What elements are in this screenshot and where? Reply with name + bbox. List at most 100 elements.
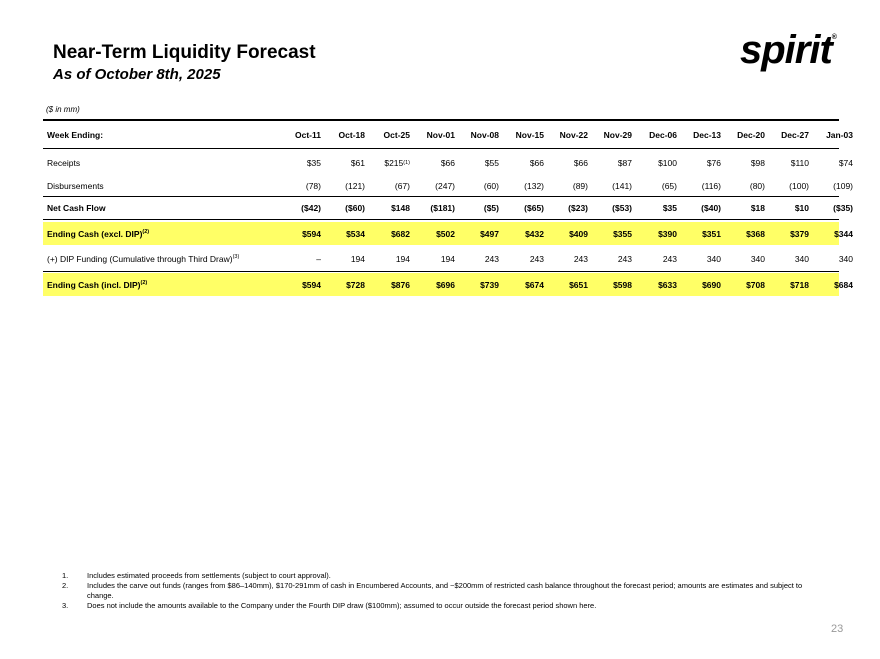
row-label: Receipts (47, 158, 81, 168)
row-label: Ending Cash (excl. DIP) (47, 228, 143, 239)
column-header: Nov-01 (426, 129, 455, 140)
header-label: Week Ending: (47, 129, 104, 140)
table-cell: $502 (436, 228, 455, 239)
net-cash-rule (43, 196, 839, 197)
logo-text: spirit (740, 28, 833, 72)
table-cell: $10 (794, 203, 809, 213)
column-header: Oct-11 (295, 129, 321, 140)
table-cell: $368 (746, 228, 765, 239)
table-cell: (100) (789, 181, 809, 191)
table-cell: $594 (302, 228, 321, 239)
table-header-row: Week Ending: Oct-11 Oct-18 Oct-25 Nov-01… (43, 121, 853, 148)
ending-cash-excl-rule (43, 219, 839, 220)
page-title: Near-Term Liquidity Forecast (53, 42, 316, 63)
row-label-with-footnote: Ending Cash (excl. DIP)(2) (47, 229, 149, 239)
table-cell: $351 (702, 228, 721, 239)
footnote-number: 3. (62, 601, 69, 610)
row-label: Ending Cash (incl. DIP) (47, 279, 141, 290)
table-cell: $876 (391, 279, 410, 290)
logo-mark: ® (831, 34, 837, 41)
table-row-net-cash-flow: Net Cash Flow ($42) ($60) $148 ($181) ($… (43, 197, 853, 219)
footnote-marker: (2) (140, 279, 148, 286)
row-label: (+) DIP Funding (Cumulative through Thir… (47, 254, 233, 264)
column-header: Oct-18 (338, 129, 365, 140)
row-cells: $594 $728 $876 $696 $739 $674 $651 $598 … (43, 273, 853, 296)
table-cell: 243 (617, 254, 632, 264)
spirit-logo: spirit® (740, 14, 837, 74)
table-cell: (65) (661, 181, 677, 191)
table-cell: ($53) (612, 203, 632, 213)
table-cell: 243 (529, 254, 544, 264)
table-cell: $74 (838, 158, 853, 168)
table-cell: $100 (658, 158, 677, 168)
column-header: Oct-25 (383, 129, 410, 140)
table-cell: ($60) (345, 203, 365, 213)
row-cells: (78) (121) (67) (247) (60) (132) (89) (1… (43, 175, 853, 197)
table-cell: $598 (613, 279, 632, 290)
footnote-number: 1. (62, 571, 69, 580)
header-cells: Oct-11 Oct-18 Oct-25 Nov-01 Nov-08 Nov-1… (43, 121, 853, 148)
table-cell: $651 (569, 279, 588, 290)
row-label-with-footnote: Ending Cash (incl. DIP)(2) (47, 280, 147, 290)
footnote-text: Includes the carve out funds (ranges fro… (87, 581, 803, 600)
table-row-disbursements: Disbursements (78) (121) (67) (247) (60)… (43, 175, 853, 197)
table-cell: (60) (483, 181, 499, 191)
footnote-number: 2. (62, 581, 69, 590)
table-cell: (109) (833, 181, 853, 191)
table-cell: (89) (572, 181, 588, 191)
table-cell: $696 (436, 279, 455, 290)
column-header: Nov-29 (603, 129, 632, 140)
table-cell: $708 (746, 279, 765, 290)
row-cells: $35 $61 $215 (1) $66 $55 $66 $66 $87 $100… (43, 152, 853, 174)
table-cell: 194 (440, 254, 455, 264)
table-cell: $728 (346, 279, 365, 290)
footnote-item: 2. Includes the carve out funds (ranges … (62, 581, 822, 601)
table-cell: ($42) (301, 203, 321, 213)
table-cell: $390 (658, 228, 677, 239)
table-cell: $61 (350, 158, 365, 168)
table-cell-with-footnote: $215 (1) (373, 152, 410, 174)
table-cell: (80) (749, 181, 765, 191)
table-cell: 243 (662, 254, 677, 264)
footnote-marker: (2) (142, 228, 150, 235)
table-cell: $379 (790, 228, 809, 239)
table-cell: $18 (750, 203, 765, 213)
table-cell: $534 (346, 228, 365, 239)
table-cell: $690 (702, 279, 721, 290)
column-header: Jan-03 (826, 129, 853, 140)
header-rule (43, 148, 839, 149)
footnote-item: 1. Includes estimated proceeds from sett… (62, 571, 822, 581)
column-header: Dec-13 (693, 129, 721, 140)
footnote-text: Does not include the amounts available t… (87, 601, 597, 610)
page-subtitle: As of October 8th, 2025 (53, 66, 221, 83)
table-cell: (141) (612, 181, 632, 191)
cell-value: $215 (384, 158, 404, 168)
table-cell: (121) (345, 181, 365, 191)
table-cell: $684 (834, 279, 853, 290)
table-cell: ($65) (524, 203, 544, 213)
table-cell: $355 (613, 228, 632, 239)
table-cell: $497 (480, 228, 499, 239)
footnote-marker: (3) (232, 254, 240, 260)
table-cell: $98 (750, 158, 765, 168)
table-cell: $682 (391, 228, 410, 239)
row-label: Net Cash Flow (47, 203, 106, 213)
column-header: Dec-20 (737, 129, 765, 140)
table-cell: 194 (350, 254, 365, 264)
footnotes: 1. Includes estimated proceeds from sett… (62, 571, 822, 611)
table-cell: (67) (394, 181, 410, 191)
table-cell: 243 (484, 254, 499, 264)
column-header: Dec-27 (781, 129, 809, 140)
table-top-rule (43, 119, 839, 121)
table-cell: ($181) (430, 203, 455, 213)
table-row-receipts: Receipts $35 $61 $215 (1) $66 $55 $66 $66… (43, 152, 853, 174)
table-cell: – (316, 254, 321, 264)
table-cell: $344 (834, 228, 853, 239)
row-cells: ($42) ($60) $148 ($181) ($5) ($65) ($23)… (43, 197, 853, 219)
table-cell: $66 (440, 158, 455, 168)
ending-cash-incl-rule (43, 271, 839, 272)
table-cell: $633 (658, 279, 677, 290)
table-cell: $718 (790, 279, 809, 290)
table-cell: $674 (525, 279, 544, 290)
table-cell: 340 (794, 254, 809, 264)
